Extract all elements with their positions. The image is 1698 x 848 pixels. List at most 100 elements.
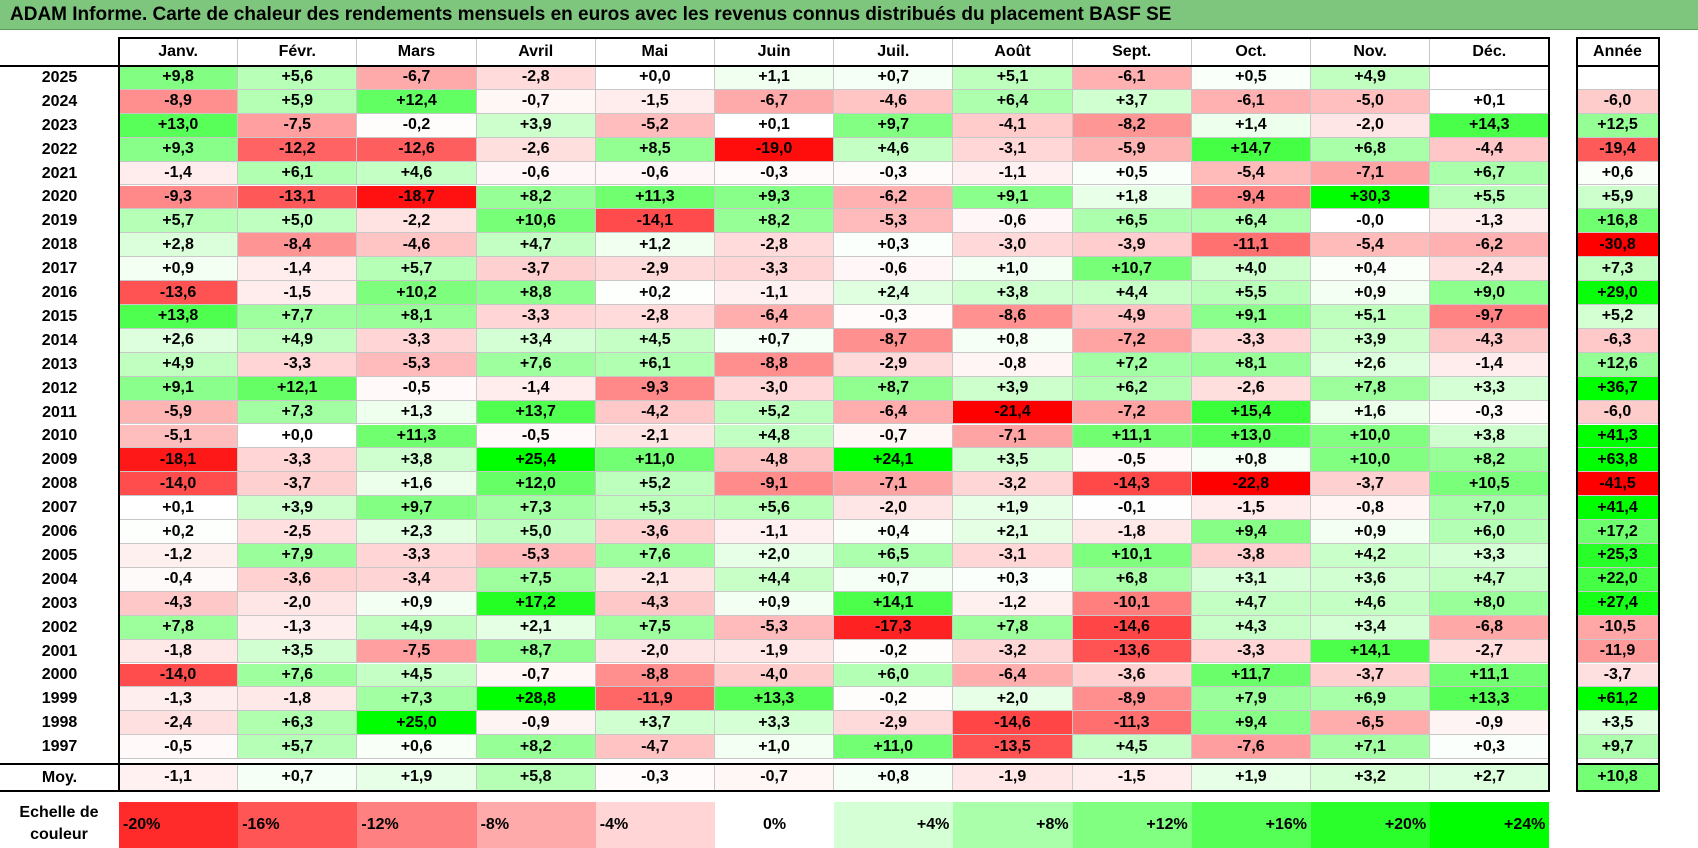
- heatmap-cell: -8,8: [715, 352, 835, 377]
- annual-cell: -6,0: [1577, 89, 1659, 114]
- month-header: Nov.: [1311, 38, 1431, 66]
- heatmap-cell: +4,7: [476, 233, 596, 258]
- heatmap-cell: -3,1: [953, 137, 1073, 162]
- heatmap-cell: +10,0: [1311, 424, 1431, 449]
- heatmap-cell: -4,6: [357, 233, 477, 258]
- month-header: Mai: [595, 38, 715, 66]
- annual-cell: +5,9: [1577, 185, 1659, 210]
- heatmap-cell: +0,8: [1191, 448, 1311, 473]
- heatmap-cell: +3,5: [953, 448, 1073, 473]
- heatmap-cell: +12,4: [357, 89, 477, 114]
- heatmap-cell: +7,3: [238, 400, 358, 425]
- heatmap-cell: -5,3: [834, 209, 954, 234]
- heatmap-cell: +5,0: [476, 520, 596, 544]
- annual-cell: +16,8: [1577, 209, 1659, 234]
- heatmap-cell: +6,1: [238, 161, 358, 186]
- heatmap-cell: -9,7: [1430, 305, 1550, 329]
- heatmap-cell: +1,0: [953, 257, 1073, 282]
- annual-cell: -41,5: [1577, 472, 1659, 497]
- heatmap-cell: -8,2: [1072, 113, 1192, 138]
- heatmap-cell: -6,4: [953, 663, 1073, 688]
- heatmap-cell: -14,0: [119, 472, 239, 497]
- heatmap-cell: +1,6: [357, 472, 477, 497]
- heatmap-cell: +6,5: [834, 544, 954, 568]
- heatmap-cell: +8,8: [476, 281, 596, 305]
- average-cell: +3,2: [1311, 764, 1431, 791]
- heatmap-cell: +6,8: [1072, 567, 1192, 592]
- heatmap-cell: -6,2: [1430, 233, 1550, 258]
- heatmap-cell: -12,6: [357, 137, 477, 162]
- heatmap-cell: +6,0: [1430, 520, 1550, 544]
- heatmap-cell: +5,6: [715, 496, 835, 521]
- heatmap-cell: -0,3: [1430, 400, 1550, 425]
- heatmap-cell: +2,8: [119, 233, 239, 258]
- heatmap-cell: -9,3: [595, 376, 715, 401]
- heatmap-cell: -21,4: [953, 400, 1073, 425]
- heatmap-cell: +3,7: [1072, 89, 1192, 114]
- heatmap-cell: -3,6: [238, 567, 358, 592]
- year-label: 1999: [0, 687, 119, 712]
- heatmap-cell: +6,7: [1430, 161, 1550, 186]
- heatmap-cell: +5,7: [357, 257, 477, 282]
- heatmap-cell: -5,9: [119, 400, 239, 425]
- heatmap-cell: -7,1: [1311, 161, 1431, 186]
- annual-cell: -10,5: [1577, 615, 1659, 640]
- heatmap-cell: +0,7: [834, 567, 954, 592]
- heatmap-cell: +4,6: [834, 137, 954, 162]
- heatmap-cell: -0,8: [1311, 496, 1431, 521]
- heatmap-cell: +12,1: [238, 376, 358, 401]
- heatmap-cell: -14,6: [1072, 615, 1192, 640]
- year-label: 1998: [0, 711, 119, 736]
- heatmap-cell: -3,0: [953, 233, 1073, 258]
- annual-cell: +7,3: [1577, 257, 1659, 282]
- color-scale-step: +24%: [1430, 802, 1550, 848]
- heatmap-cell: +8,2: [476, 735, 596, 760]
- heatmap-cell: +11,7: [1191, 663, 1311, 688]
- heatmap-cell: +3,3: [715, 711, 835, 736]
- heatmap-cell: -0,7: [476, 663, 596, 688]
- heatmap-cell: +3,3: [1430, 544, 1550, 568]
- heatmap-cell: +4,9: [119, 352, 239, 377]
- average-cell: +1,9: [1191, 764, 1311, 791]
- heatmap-cell: -0,5: [476, 424, 596, 449]
- annual-cell: +29,0: [1577, 281, 1659, 305]
- heatmap-cell: -0,3: [834, 305, 954, 329]
- heatmap-cell: +24,1: [834, 448, 954, 473]
- heatmap-cell: -5,4: [1311, 233, 1431, 258]
- heatmap-cell: -0,9: [476, 711, 596, 736]
- row-separator: [0, 763, 1550, 765]
- heatmap-cell: +9,1: [953, 185, 1073, 210]
- annual-cell: +61,2: [1577, 687, 1659, 712]
- heatmap-cell: +9,4: [1191, 520, 1311, 544]
- heatmap-cell: +25,4: [476, 448, 596, 473]
- heatmap-cell: +2,4: [834, 281, 954, 305]
- heatmap-cell: -1,1: [953, 161, 1073, 186]
- heatmap-cell: -13,6: [119, 281, 239, 305]
- heatmap-cell: +5,2: [595, 472, 715, 497]
- heatmap-cell: +1,8: [1072, 185, 1192, 210]
- year-label: 2004: [0, 567, 119, 592]
- heatmap-cell: +4,7: [1191, 591, 1311, 616]
- heatmap-cell: +6,5: [1072, 209, 1192, 234]
- heatmap-cell: -3,4: [357, 567, 477, 592]
- heatmap-cell: +0,7: [715, 328, 835, 353]
- heatmap-cell: +0,3: [1430, 735, 1550, 760]
- heatmap-cell: -14,1: [595, 209, 715, 234]
- heatmap-cell: +11,3: [595, 185, 715, 210]
- heatmap-cell: +7,1: [1311, 735, 1431, 760]
- heatmap-cell: +2,0: [715, 544, 835, 568]
- year-label: 1997: [0, 735, 119, 760]
- month-header: Juil.: [834, 38, 954, 66]
- heatmap-cell: -0,3: [715, 161, 835, 186]
- heatmap-cell: -4,4: [1430, 137, 1550, 162]
- heatmap-cell: +1,4: [1191, 113, 1311, 138]
- heatmap-cell: -0,6: [595, 161, 715, 186]
- heatmap-cell: +8,1: [357, 305, 477, 329]
- heatmap-cell: -6,2: [834, 185, 954, 210]
- heatmap-cell: +1,0: [715, 735, 835, 760]
- annual-cell: +12,6: [1577, 352, 1659, 377]
- heatmap-cell: +30,3: [1311, 185, 1431, 210]
- heatmap-cell: +2,6: [1311, 352, 1431, 377]
- heatmap-cell: +11,1: [1072, 424, 1192, 449]
- heatmap-cell: +3,9: [953, 376, 1073, 401]
